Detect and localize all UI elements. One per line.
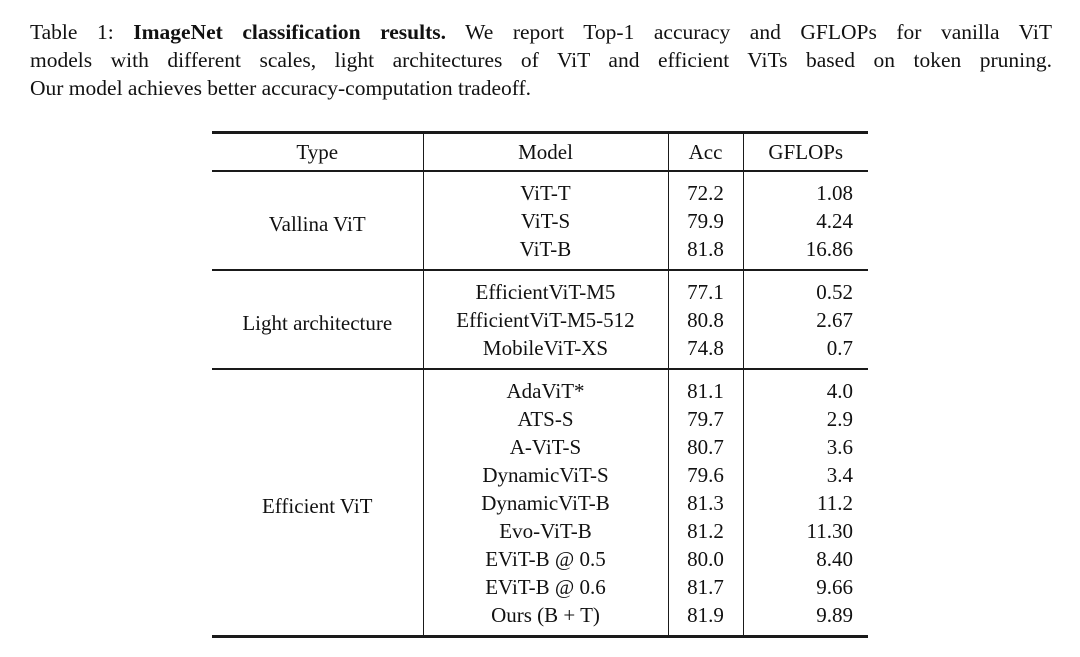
col-header-type: Type (296, 139, 339, 164)
caption-line-2: models with different scales, light arch… (30, 48, 1052, 72)
table-row: EfficientViT-M5-512 80.8 2.67 (212, 306, 868, 334)
table-header: Type Model Acc GFLOPs (212, 132, 868, 171)
acc-cell: 79.7 (667, 405, 743, 433)
acc-cell: 81.7 (667, 573, 743, 601)
model-cell: AdaViT* (422, 369, 668, 405)
acc-cell: 77.1 (667, 270, 743, 306)
gflops-cell: 11.2 (742, 489, 868, 517)
table-row: EViT-B @ 0.6 81.7 9.66 (212, 573, 868, 601)
table-row: EViT-B @ 0.5 80.0 8.40 (212, 545, 868, 573)
caption-line-3: Our model achieves better accuracy-compu… (30, 76, 532, 100)
table-row: Ours (B + T) 81.9 9.89 (212, 601, 868, 637)
table-row: A-ViT-S 80.7 3.6 (212, 433, 868, 461)
table-wrapper: Type Model Acc GFLOPs Vallina ViT ViT-T 72… (212, 131, 868, 638)
table-caption: Table 1: ImageNet classification results… (30, 18, 1052, 102)
model-cell: EfficientViT-M5 (422, 270, 668, 306)
acc-cell: 80.0 (667, 545, 743, 573)
table-row: Light architecture EfficientViT-M5 77.1 0.5… (212, 270, 868, 335)
acc-cell: 81.1 (667, 369, 743, 405)
results-table: Type Model Acc GFLOPs Vallina ViT ViT-T 72… (212, 131, 868, 638)
gflops-cell: 3.4 (742, 461, 868, 489)
model-cell: EfficientViT-M5-512 (422, 306, 668, 334)
gflops-cell: 16.86 (742, 235, 868, 270)
table-row: DynamicViT-B 81.3 11.2 (212, 489, 868, 517)
gflops-cell: 0.52 (742, 270, 868, 306)
acc-cell: 81.3 (667, 489, 743, 517)
table-section-2: Efficient ViT AdaViT* 81.1 4.0 ATS-S 79.7 2.9 A… (212, 369, 868, 637)
caption-title-bold: ImageNet classification results. (133, 20, 447, 44)
col-header-model: Model (422, 132, 668, 171)
model-cell: Evo-ViT-B (422, 517, 668, 545)
caption-line-1: Table 1: ImageNet classification results… (30, 18, 1052, 46)
table-section-1: Light architecture EfficientViT-M5 77.1 0.5… (212, 270, 868, 369)
model-cell: A-ViT-S (422, 433, 668, 461)
model-cell: DynamicViT-B (422, 489, 668, 517)
acc-cell: 79.9 (667, 207, 743, 235)
acc-cell: 80.7 (667, 433, 743, 461)
table-section-0: Vallina ViT ViT-T 72.2 1.08 ViT-S 79.9 4.24 ViT… (212, 171, 868, 270)
acc-cell: 81.2 (667, 517, 743, 545)
model-cell: ViT-T (422, 171, 668, 207)
gflops-cell: 9.89 (742, 601, 868, 637)
acc-cell: 79.6 (667, 461, 743, 489)
model-cell: EViT-B @ 0.5 (422, 545, 668, 573)
col-header-gflops: GFLOPs (742, 132, 868, 171)
model-cell: ViT-S (422, 207, 668, 235)
type-cell: Vallina ViT (268, 212, 366, 236)
model-cell: MobileViT-XS (422, 334, 668, 369)
type-cell: Efficient ViT (261, 494, 373, 518)
model-cell: DynamicViT-S (422, 461, 668, 489)
model-cell: ATS-S (422, 405, 668, 433)
gflops-cell: 1.08 (742, 171, 868, 207)
acc-cell: 81.9 (667, 601, 743, 637)
gflops-cell: 0.7 (742, 334, 868, 369)
header-row: Type Model Acc GFLOPs (212, 132, 868, 171)
table-row: ATS-S 79.7 2.9 (212, 405, 868, 433)
acc-cell: 80.8 (667, 306, 743, 334)
gflops-cell: 4.0 (742, 369, 868, 405)
gflops-cell: 2.67 (742, 306, 868, 334)
gflops-cell: 11.30 (742, 517, 868, 545)
gflops-cell: 2.9 (742, 405, 868, 433)
type-cell: Light architecture (242, 311, 393, 335)
caption-label: Table 1: (30, 20, 134, 44)
col-header-acc: Acc (667, 132, 743, 171)
model-cell: EViT-B @ 0.6 (422, 573, 668, 601)
table-row: Evo-ViT-B 81.2 11.30 (212, 517, 868, 545)
model-cell: Ours (B + T) (422, 601, 668, 637)
gflops-cell: 8.40 (742, 545, 868, 573)
model-cell: ViT-B (422, 235, 668, 270)
gflops-cell: 4.24 (742, 207, 868, 235)
table-row: MobileViT-XS 74.8 0.7 (212, 334, 868, 369)
table-row: Efficient ViT AdaViT* 81.1 4.0 (212, 369, 868, 518)
table-row: DynamicViT-S 79.6 3.4 (212, 461, 868, 489)
acc-cell: 74.8 (667, 334, 743, 369)
table-row: ViT-S 79.9 4.24 (212, 207, 868, 235)
caption-text-1: We report Top-1 accuracy and GFLOPs for … (446, 20, 1052, 44)
acc-cell: 81.8 (667, 235, 743, 270)
table-row: ViT-B 81.8 16.86 (212, 235, 868, 270)
acc-cell: 72.2 (667, 171, 743, 207)
table-row: Vallina ViT ViT-T 72.2 1.08 (212, 171, 868, 236)
gflops-cell: 3.6 (742, 433, 868, 461)
gflops-cell: 9.66 (742, 573, 868, 601)
